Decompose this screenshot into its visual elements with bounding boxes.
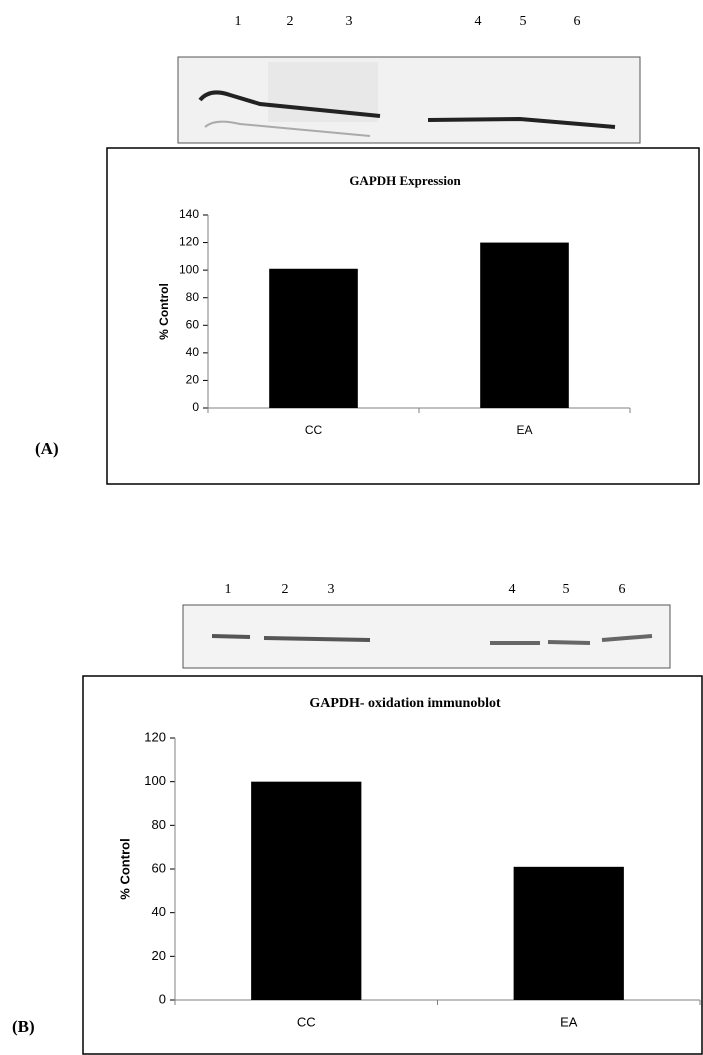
page: {"panels": [ {"label": "(A)", "lanes": [… [0, 0, 703, 1055]
y-tick-label: 120 [144, 729, 166, 744]
y-tick-label: 20 [186, 373, 200, 387]
panel-label: (A) [35, 439, 59, 458]
figure: (A) (B) 1 2 3 4 5 6 1 2 3 4 5 6 GAPDH Expression % Co… [0, 0, 703, 1055]
x-tick-label: CC [305, 423, 323, 437]
lane-label: 4 [509, 582, 516, 597]
chart-frame [107, 148, 699, 484]
y-tick-label: 60 [186, 317, 200, 331]
lane-label: 2 [282, 582, 289, 597]
y-tick-label: 40 [186, 345, 200, 359]
x-tick-label: CC [297, 1014, 316, 1029]
bar [269, 269, 358, 408]
y-tick-label: 80 [152, 817, 166, 832]
chart-title: GAPDH Expression [349, 173, 461, 188]
lane-label: 6 [574, 14, 581, 29]
y-tick-label: 140 [179, 207, 199, 221]
bar [251, 782, 361, 1000]
y-tick-label: 20 [152, 948, 166, 963]
panel-label: (B) [12, 1017, 35, 1036]
bar [514, 867, 624, 1000]
y-tick-label: 120 [179, 235, 199, 249]
bar [480, 243, 569, 408]
y-tick-label: 60 [152, 860, 166, 875]
lane-label: 3 [346, 14, 353, 29]
y-axis-label: % Control [157, 283, 171, 340]
x-tick-label: EA [516, 423, 532, 437]
y-tick-label: 100 [179, 262, 199, 276]
lane-label: 5 [520, 14, 527, 29]
lane-label: 5 [563, 582, 570, 597]
y-tick-label: 0 [192, 400, 199, 414]
lane-label: 1 [235, 14, 242, 29]
lane-label: 1 [225, 582, 232, 597]
lane-label: 2 [287, 14, 294, 29]
y-axis-label: % Control [117, 838, 132, 899]
y-tick-label: 0 [159, 991, 166, 1006]
y-tick-label: 80 [186, 290, 200, 304]
blot-image [183, 605, 670, 668]
lane-label: 4 [475, 14, 482, 29]
lane-label: 3 [328, 582, 335, 597]
x-tick-label: EA [560, 1014, 578, 1029]
y-tick-label: 40 [152, 904, 166, 919]
lane-label: 6 [619, 582, 626, 597]
chart-title: GAPDH- oxidation immunoblot [309, 696, 501, 711]
y-tick-label: 100 [144, 773, 166, 788]
blot-image [178, 57, 640, 143]
